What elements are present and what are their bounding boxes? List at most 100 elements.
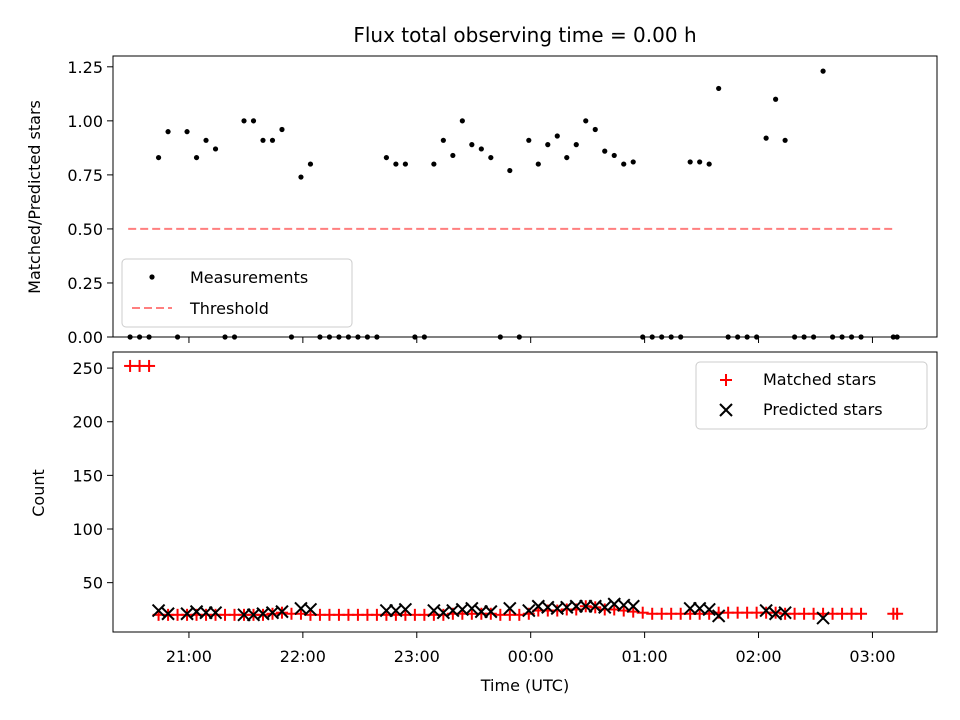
measurement-point [697,159,703,165]
top-plot-area: 0.00 0.25 0.50 0.75 1.00 1.25 [67,58,900,347]
measurement-point [260,137,266,143]
top-y-tick-label: 1.00 [67,112,103,131]
predicted-star-marker [683,601,697,616]
predicted-star-marker [398,602,413,617]
measurement-point [241,118,247,124]
measurement-point [716,85,722,92]
measurement-point [402,161,408,167]
measurement-point [621,161,627,167]
measurement-point [782,137,788,143]
bottom-y-tick-label: 150 [72,466,103,485]
bottom-plot-area: 50 100 150 200 250 21:00 22:00 23:00 00:00 01:00 0… [72,359,904,666]
top-y-tick-label: 0.25 [67,274,103,293]
bottom-y-tick-label: 250 [72,359,103,378]
legend-predicted-marker [719,403,733,417]
legend-measurements-marker [149,274,155,280]
matched-star-marker [143,359,156,372]
predicted-star-marker [303,602,318,617]
measurement-point [459,118,465,124]
top-chart-title: Flux total observing time = 0.00 h [353,23,696,47]
predicted-star-marker [275,604,289,619]
measurement-point [554,133,560,139]
predicted-star-marker [522,603,536,618]
predicted-star-marker [598,600,612,615]
measurement-point [184,129,190,135]
measurement-point [383,154,390,161]
measurement-point [526,137,532,143]
predicted-star-marker [151,603,166,618]
top-plot-frame [112,55,938,338]
measurement-point [592,126,598,133]
bottom-y-tick-label: 200 [72,413,103,432]
x-tick-label: 00:00 [508,647,554,666]
measurement-point [573,142,579,148]
measurement-point [535,161,541,167]
measurement-point [269,137,276,143]
measurement-point [212,146,219,152]
measurement-point [450,152,456,159]
measurement-point [165,129,171,135]
top-y-tick-label: 1.25 [67,58,103,77]
measurement-point [478,146,484,152]
top-y-tick-label: 0.50 [67,220,103,239]
x-axis-label: Time (UTC) [480,676,569,695]
bottom-legend-box [695,361,928,430]
measurement-point [545,142,551,148]
measurement-point [687,159,693,165]
measurement-point [564,154,570,161]
legend-predicted-label: Predicted stars [763,400,883,419]
measurement-point [507,167,513,174]
matched-star-marker [484,607,497,620]
predicted-star-marker [199,605,213,620]
measurement-point [488,154,494,161]
matched-star-marker [855,607,868,620]
x-tick-label: 22:00 [280,647,326,666]
predicted-star-marker [711,609,726,623]
predicted-star-marker [161,607,175,621]
x-tick-label: 23:00 [394,647,440,666]
legend-matched-label: Matched stars [763,370,876,389]
measurement-point [298,174,304,180]
predicted-star-marker [474,604,489,619]
predicted-star-marker [379,603,394,618]
predicted-star-marker [759,603,773,618]
predicted-star-marker [237,608,251,622]
measurement-point [820,68,826,74]
measurement-point [393,161,399,167]
bottom-plot-frame [112,351,938,633]
measurement-point [602,148,608,154]
measurement-point [630,159,636,165]
x-tick-label: 02:00 [735,647,781,666]
measurement-point [611,152,617,159]
measurement-point [250,118,257,124]
measurement-point [773,96,779,102]
measurement-point [763,135,769,141]
predicted-star-marker [816,611,830,625]
top-y-tick-label: 0.00 [67,328,103,347]
predicted-star-marker [484,604,498,619]
top-y-tick-label: 0.75 [67,166,103,185]
measurement-point [431,161,437,167]
top-legend-box [121,258,353,328]
legend-threshold-label: Threshold [189,299,269,318]
measurement-point [307,161,314,167]
measurement-point [440,137,446,143]
predicted-star-marker [465,601,479,616]
predicted-star-marker [503,601,517,616]
x-tick-label: 03:00 [849,647,895,666]
predicted-star-marker [208,605,223,620]
predicted-star-marker [626,599,640,613]
predicted-star-marker [702,602,716,617]
bottom-y-tick-label: 100 [72,520,103,539]
measurement-point [203,137,209,143]
measurement-point [279,126,285,133]
bottom-legend: Matched stars Predicted stars [695,361,928,430]
legend-measurements-label: Measurements [190,268,308,287]
predicted-star-marker [569,599,583,613]
predicted-star-marker [579,599,593,613]
x-tick-label: 21:00 [166,647,212,666]
measurement-point [193,154,200,161]
matched-star-marker [551,604,564,617]
